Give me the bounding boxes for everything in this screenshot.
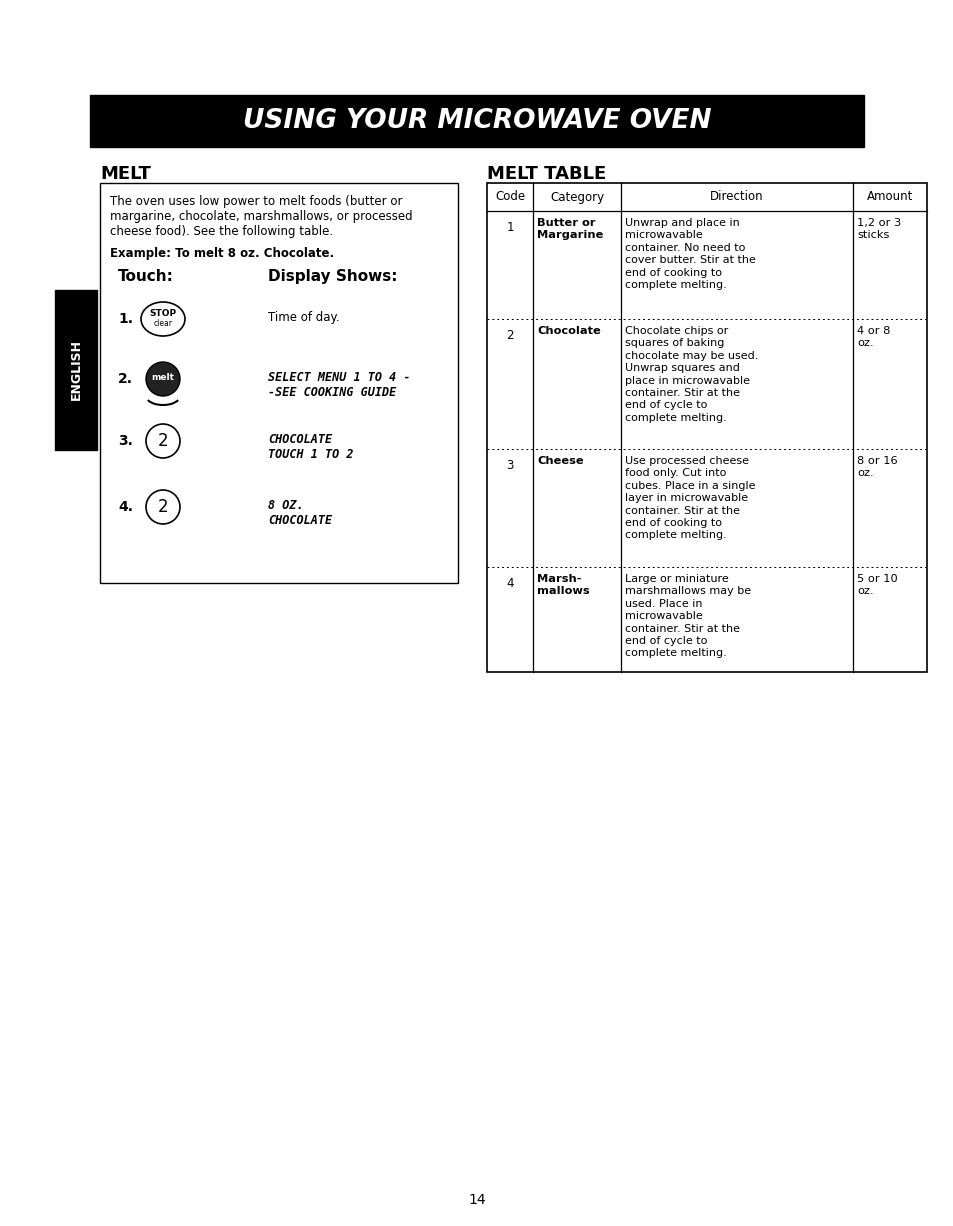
Text: Large or miniature
marshmallows may be
used. Place in
microwavable
container. St: Large or miniature marshmallows may be u… <box>624 574 750 658</box>
Text: Category: Category <box>549 190 603 204</box>
Text: Direction: Direction <box>709 190 763 204</box>
Text: Display Shows:: Display Shows: <box>268 268 397 284</box>
Text: Time of day.: Time of day. <box>268 311 339 324</box>
Text: Example: To melt 8 oz. Chocolate.: Example: To melt 8 oz. Chocolate. <box>110 246 334 260</box>
Text: 1: 1 <box>506 221 514 234</box>
Text: CHOCOLATE
TOUCH 1 TO 2: CHOCOLATE TOUCH 1 TO 2 <box>268 433 354 461</box>
Bar <box>90 94 863 147</box>
Text: 2: 2 <box>157 432 168 450</box>
Text: MELT: MELT <box>100 166 151 183</box>
Text: 1,2 or 3
sticks: 1,2 or 3 sticks <box>856 218 901 240</box>
Text: SELECT MENU 1 TO 4 -
-SEE COOKING GUIDE: SELECT MENU 1 TO 4 - -SEE COOKING GUIDE <box>268 371 410 398</box>
Text: melt: melt <box>152 374 174 383</box>
Text: MELT TABLE: MELT TABLE <box>486 166 605 183</box>
Text: Unwrap and place in
microwavable
container. No need to
cover butter. Stir at the: Unwrap and place in microwavable contain… <box>624 218 755 291</box>
Text: 3.: 3. <box>118 434 132 447</box>
Text: 5 or 10
oz.: 5 or 10 oz. <box>856 574 897 596</box>
Text: 4: 4 <box>506 577 514 590</box>
Text: ENGLISH: ENGLISH <box>70 340 82 401</box>
Text: Amount: Amount <box>866 190 912 204</box>
Text: Chocolate chips or
squares of baking
chocolate may be used.
Unwrap squares and
p: Chocolate chips or squares of baking cho… <box>624 326 758 423</box>
Text: Touch:: Touch: <box>118 268 173 284</box>
Text: Chocolate: Chocolate <box>537 326 600 336</box>
Text: 8 or 16
oz.: 8 or 16 oz. <box>856 456 897 478</box>
Text: USING YOUR MICROWAVE OVEN: USING YOUR MICROWAVE OVEN <box>242 108 711 134</box>
Text: Marsh-
mallows: Marsh- mallows <box>537 574 589 596</box>
Text: Use processed cheese
food only. Cut into
cubes. Place in a single
layer in micro: Use processed cheese food only. Cut into… <box>624 456 755 541</box>
Bar <box>55 291 97 450</box>
Text: 2: 2 <box>506 329 514 342</box>
Text: 2.: 2. <box>118 371 132 386</box>
Text: Butter or
Margarine: Butter or Margarine <box>537 218 602 240</box>
Text: The oven uses low power to melt foods (butter or
margarine, chocolate, marshmall: The oven uses low power to melt foods (b… <box>110 195 413 238</box>
Text: 3: 3 <box>506 459 513 472</box>
Text: Code: Code <box>495 190 524 204</box>
Text: Cheese: Cheese <box>537 456 583 466</box>
Text: clear: clear <box>153 320 172 329</box>
Text: 4.: 4. <box>118 500 132 514</box>
Text: 8 OZ.
CHOCOLATE: 8 OZ. CHOCOLATE <box>268 499 332 527</box>
Bar <box>100 183 457 584</box>
Text: 4 or 8
oz.: 4 or 8 oz. <box>856 326 889 348</box>
Circle shape <box>146 362 180 396</box>
Text: 2: 2 <box>157 498 168 516</box>
Text: STOP: STOP <box>150 309 176 319</box>
Bar <box>486 183 926 672</box>
Text: 14: 14 <box>468 1193 485 1208</box>
Text: 1.: 1. <box>118 311 132 326</box>
